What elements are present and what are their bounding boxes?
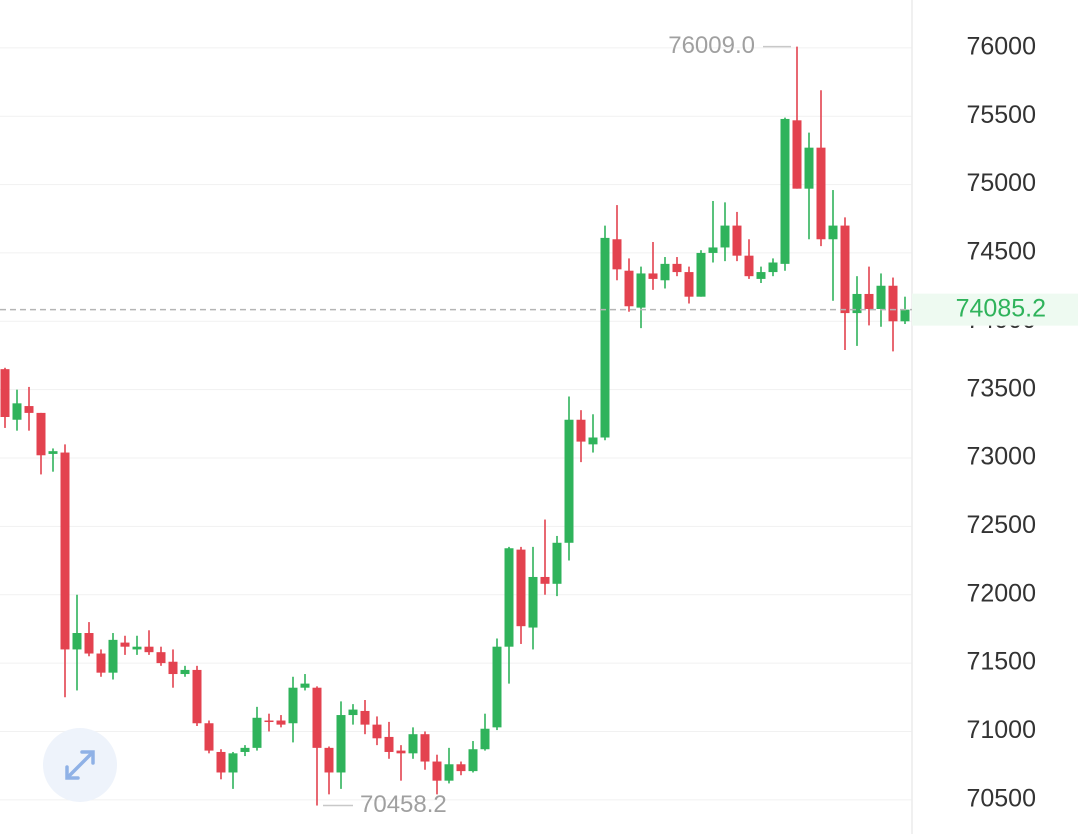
- y-tick-label: 76000: [966, 32, 1036, 60]
- candle-body: [624, 270, 634, 307]
- y-tick-label: 73500: [966, 374, 1036, 402]
- candle-body: [564, 419, 574, 543]
- candle-body: [696, 252, 706, 297]
- candle-body: [444, 764, 454, 781]
- candle-body: [96, 653, 106, 673]
- candle-body: [108, 639, 118, 673]
- candle-body: [324, 747, 334, 773]
- candle-body: [828, 225, 838, 240]
- candle-body: [720, 225, 730, 248]
- y-tick-label: 75500: [966, 101, 1036, 129]
- candle-body: [852, 293, 862, 314]
- candle-body: [528, 576, 538, 628]
- y-tick-label: 71500: [966, 648, 1036, 676]
- candle-body: [804, 147, 814, 189]
- candle-body: [216, 751, 226, 773]
- candle-body: [336, 715, 346, 773]
- high-marker-label: 76009.0: [668, 32, 755, 59]
- candle-body: [228, 753, 238, 773]
- candle-body: [504, 548, 514, 647]
- candle-body: [792, 120, 802, 189]
- candle-body: [144, 646, 154, 653]
- candle-body: [264, 720, 274, 723]
- last-price-label: 74085.2: [956, 294, 1046, 322]
- candle-body: [684, 272, 694, 297]
- candle-body: [468, 749, 478, 772]
- candle-body: [72, 633, 82, 650]
- candle-body: [180, 669, 190, 675]
- candle-body: [660, 263, 670, 281]
- candle-body: [276, 720, 286, 725]
- candle-body: [492, 646, 502, 728]
- candle-body: [0, 369, 10, 417]
- candle-body: [744, 255, 754, 277]
- candle-body: [132, 646, 142, 650]
- candle-body: [876, 285, 886, 309]
- y-tick-label: 75000: [966, 169, 1036, 197]
- candle-body: [816, 147, 826, 240]
- candle-body: [36, 412, 46, 456]
- expand-icon: [65, 750, 95, 780]
- y-tick-label: 74500: [966, 238, 1036, 266]
- y-tick-label: 71000: [966, 716, 1036, 744]
- candle-body: [588, 437, 598, 445]
- candle-body: [84, 633, 94, 654]
- candle-body: [420, 734, 430, 762]
- candle-body: [360, 710, 370, 725]
- candle-body: [576, 419, 586, 442]
- candle-body: [780, 118, 790, 264]
- candle-body: [636, 273, 646, 308]
- candle-body: [648, 273, 658, 279]
- candle-body: [612, 239, 622, 270]
- candle-body: [888, 285, 898, 322]
- candle-body: [900, 309, 910, 322]
- expand-button[interactable]: [43, 728, 117, 802]
- candle-body: [540, 576, 550, 584]
- y-tick-label: 72000: [966, 579, 1036, 607]
- candle-body: [204, 723, 214, 751]
- candle-body: [864, 293, 874, 309]
- candle-body: [372, 724, 382, 739]
- candle-body: [300, 683, 310, 688]
- candle-body: [48, 451, 58, 454]
- candle-body: [456, 764, 466, 772]
- candle-body: [708, 247, 718, 253]
- y-tick-label: 70500: [966, 784, 1036, 812]
- low-marker-label: 70458.2: [360, 791, 447, 818]
- candle-body: [480, 728, 490, 750]
- candle-body: [60, 452, 70, 650]
- candle-body: [408, 734, 418, 754]
- candle-body: [600, 237, 610, 438]
- candle-body: [768, 262, 778, 273]
- candle-body: [384, 736, 394, 752]
- last-price-bg: [912, 293, 1078, 326]
- candle-body: [552, 542, 562, 584]
- candle-body: [516, 549, 526, 627]
- candle-body: [432, 761, 442, 781]
- candle-body: [756, 272, 766, 279]
- candle-body: [732, 225, 742, 256]
- y-tick-label: 72500: [966, 511, 1036, 539]
- candle-body: [240, 747, 250, 752]
- candle-body: [312, 687, 322, 748]
- y-tick-label: 73000: [966, 443, 1036, 471]
- candle-body: [120, 642, 130, 647]
- candle-body: [192, 669, 202, 724]
- candle-body: [840, 225, 850, 314]
- candle-body: [396, 750, 406, 754]
- candle-body: [24, 406, 34, 413]
- candle-body: [252, 717, 262, 748]
- candle-body: [348, 709, 358, 716]
- candle-body: [12, 403, 22, 420]
- candle-body: [288, 687, 298, 724]
- candle-body: [168, 661, 178, 675]
- candle-body: [156, 652, 166, 664]
- candle-body: [672, 263, 682, 273]
